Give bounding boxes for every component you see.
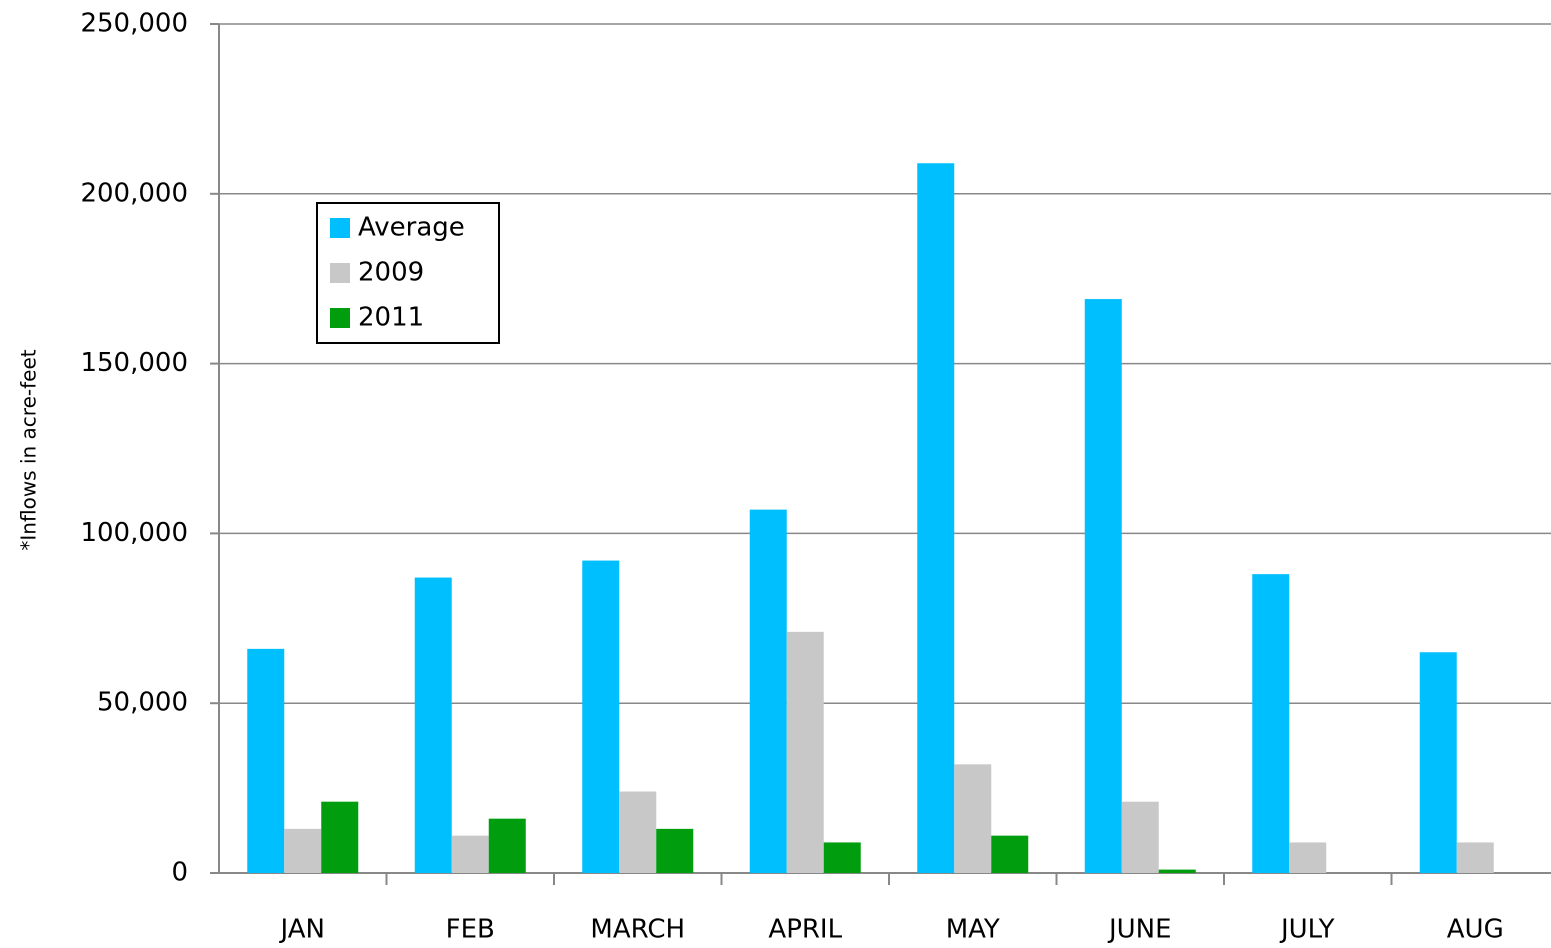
- legend-swatch: [330, 263, 350, 283]
- legend: Average 2009 2011: [316, 202, 500, 344]
- x-tick-label: JULY: [1279, 915, 1335, 945]
- bar: [917, 163, 955, 874]
- legend-swatch: [330, 308, 350, 328]
- bar: [582, 560, 620, 873]
- legend-label: Average: [358, 213, 465, 243]
- bar: [1084, 299, 1122, 873]
- y-tick-label: 50,000: [97, 688, 188, 718]
- bar: [1419, 652, 1457, 873]
- bar: [284, 828, 322, 873]
- x-tick-label: JUNE: [1107, 915, 1172, 945]
- bar: [1456, 842, 1494, 873]
- x-tick-label: AUG: [1447, 915, 1504, 945]
- bar: [451, 835, 489, 873]
- y-tick-label: 200,000: [80, 178, 188, 208]
- y-tick-label: 0: [171, 858, 188, 888]
- x-tick-label: JAN: [279, 915, 325, 945]
- y-axis-label: *Inflows in acre-feet: [17, 349, 41, 550]
- bar: [786, 631, 824, 873]
- legend-label: 2009: [358, 258, 424, 288]
- x-tick-label: APRIL: [768, 915, 842, 945]
- bar: [619, 791, 657, 873]
- bar: [656, 828, 694, 873]
- y-tick-label: 250,000: [80, 9, 188, 39]
- bar: [1289, 842, 1327, 873]
- y-tick-label: 150,000: [80, 348, 188, 378]
- bar: [991, 835, 1029, 873]
- bar: [823, 842, 861, 873]
- legend-swatch: [330, 218, 350, 238]
- x-tick-label: FEB: [446, 915, 495, 945]
- x-tick-label: MAY: [946, 915, 1000, 945]
- bar: [1158, 869, 1196, 873]
- legend-label: 2011: [358, 303, 424, 333]
- bar: [954, 764, 992, 873]
- bar: [321, 801, 359, 873]
- bar: [1121, 801, 1159, 873]
- x-tick-label: MARCH: [590, 915, 685, 945]
- bar: [414, 577, 452, 873]
- bar: [488, 818, 526, 873]
- bar: [749, 509, 787, 873]
- bar: [247, 648, 285, 873]
- y-tick-label: 100,000: [80, 518, 188, 548]
- bar: [1252, 574, 1290, 873]
